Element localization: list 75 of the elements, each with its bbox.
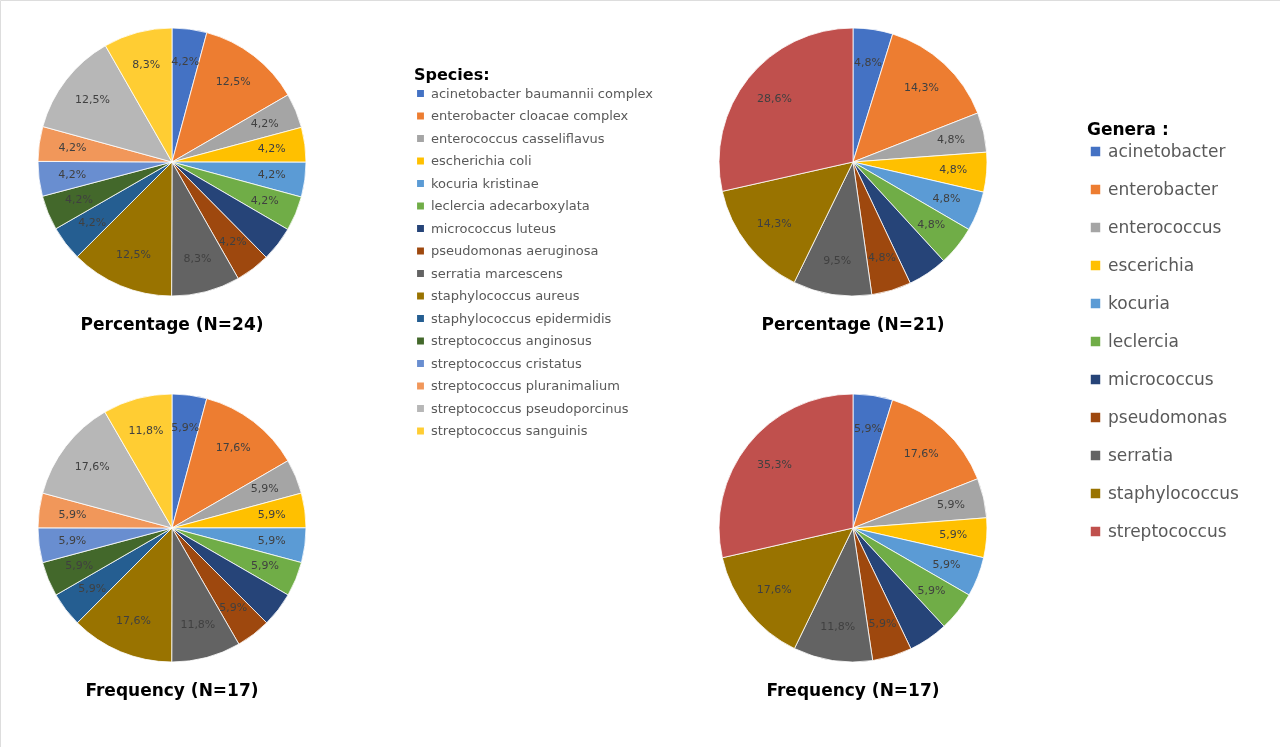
legend-label: enterobacter: [1108, 178, 1219, 199]
data-label: 14,3%: [756, 217, 792, 231]
data-label: 14,3%: [903, 81, 939, 95]
legend-label: serratia: [1108, 444, 1174, 465]
text: Percentage (N=21): [761, 314, 945, 334]
data-label: 17,6%: [756, 583, 792, 597]
legend-label: leclercia: [1108, 330, 1179, 351]
legend-label: streptococcus pseudoporcinus: [431, 400, 629, 416]
data-label: 4,8%: [917, 218, 946, 232]
data-label: 5,9%: [868, 617, 897, 631]
data-label: 4,8%: [867, 251, 896, 265]
data-label: 5,9%: [936, 498, 965, 512]
data-label: 5,9%: [58, 534, 87, 548]
data-label: 12,5%: [115, 247, 151, 261]
legend-title: Species:: [414, 65, 490, 84]
data-label: 4,2%: [58, 141, 87, 155]
data-label: 4,8%: [939, 162, 968, 176]
data-label: 4,2%: [218, 235, 247, 249]
data-label: 5,9%: [932, 557, 961, 571]
data-label: 5,9%: [250, 482, 279, 496]
data-label: 17,6%: [215, 441, 251, 455]
legend-label: micrococcus luteus: [431, 220, 557, 236]
legend-label: enterobacter cloacae complex: [431, 108, 629, 123]
data-label: 17,6%: [115, 613, 151, 627]
legend-label: escerichia: [1108, 254, 1195, 275]
data-label: 5,9%: [257, 507, 286, 521]
data-label: 35,3%: [756, 458, 792, 472]
legend-label: kocuria: [1108, 292, 1170, 313]
data-label: 4,8%: [854, 55, 883, 69]
data-label: 4,2%: [78, 216, 107, 230]
data-label: 4,2%: [250, 116, 279, 130]
legend-label: enterococcus casseliflavus: [431, 130, 605, 146]
legend-label: staphylococcus aureus: [431, 288, 580, 303]
legend-label: kocuria kristinae: [431, 175, 539, 191]
text: Percentage (N=24): [80, 314, 264, 334]
data-label: 5,9%: [854, 421, 882, 435]
data-label: 5,9%: [250, 559, 279, 573]
data-label: 4,2%: [250, 193, 279, 207]
legend-label: streptococcus: [1108, 520, 1227, 541]
text: Frequency (N=17): [85, 680, 259, 700]
legend-label: staphylococcus epidermidis: [431, 310, 612, 326]
data-label: 5,9%: [58, 507, 87, 521]
legend-label: pseudomonas aeruginosa: [431, 243, 599, 258]
data-label: 12,5%: [215, 75, 251, 89]
legend-label: acinetobacter: [1108, 140, 1226, 161]
data-label: 5,9%: [257, 534, 286, 548]
data-label: 4,8%: [937, 132, 965, 146]
legend-label: leclercia adecarboxylata: [431, 198, 590, 213]
legend-label: escherichia coli: [431, 153, 532, 168]
legend-title: Genera :: [1087, 119, 1169, 139]
legend-label: serratia marcescens: [431, 265, 563, 281]
legend-label: staphylococcus: [1108, 482, 1239, 503]
data-label: 5,9%: [917, 583, 946, 597]
legend-label: enterococcus: [1108, 216, 1222, 237]
data-label: 8,3%: [132, 57, 161, 71]
text: Frequency (N=17): [766, 680, 940, 700]
data-label: 17,6%: [74, 459, 110, 473]
data-label: 4,2%: [257, 141, 286, 155]
legend-label: streptococcus sanguinis: [431, 423, 588, 438]
data-label: 5,9%: [939, 528, 968, 542]
legend-label: micrococcus: [1108, 368, 1214, 389]
data-label: 12,5%: [75, 93, 111, 107]
data-label: 4,8%: [932, 192, 961, 206]
legend-label: streptococcus cristatus: [431, 355, 583, 371]
data-label: 4,2%: [257, 168, 286, 182]
legend-label: acinetobacter baumannii complex: [431, 85, 654, 101]
legend-label: streptococcus pluranimalium: [431, 378, 620, 393]
data-label: 5,9%: [219, 600, 248, 614]
data-label: 4,2%: [58, 167, 87, 181]
legend-label: pseudomonas: [1108, 406, 1228, 427]
data-label: 5,9%: [78, 582, 107, 596]
data-label: 11,8%: [128, 423, 164, 437]
data-label: 17,6%: [903, 447, 939, 461]
legend-label: streptococcus anginosus: [431, 333, 593, 348]
data-label: 28,6%: [757, 92, 793, 106]
